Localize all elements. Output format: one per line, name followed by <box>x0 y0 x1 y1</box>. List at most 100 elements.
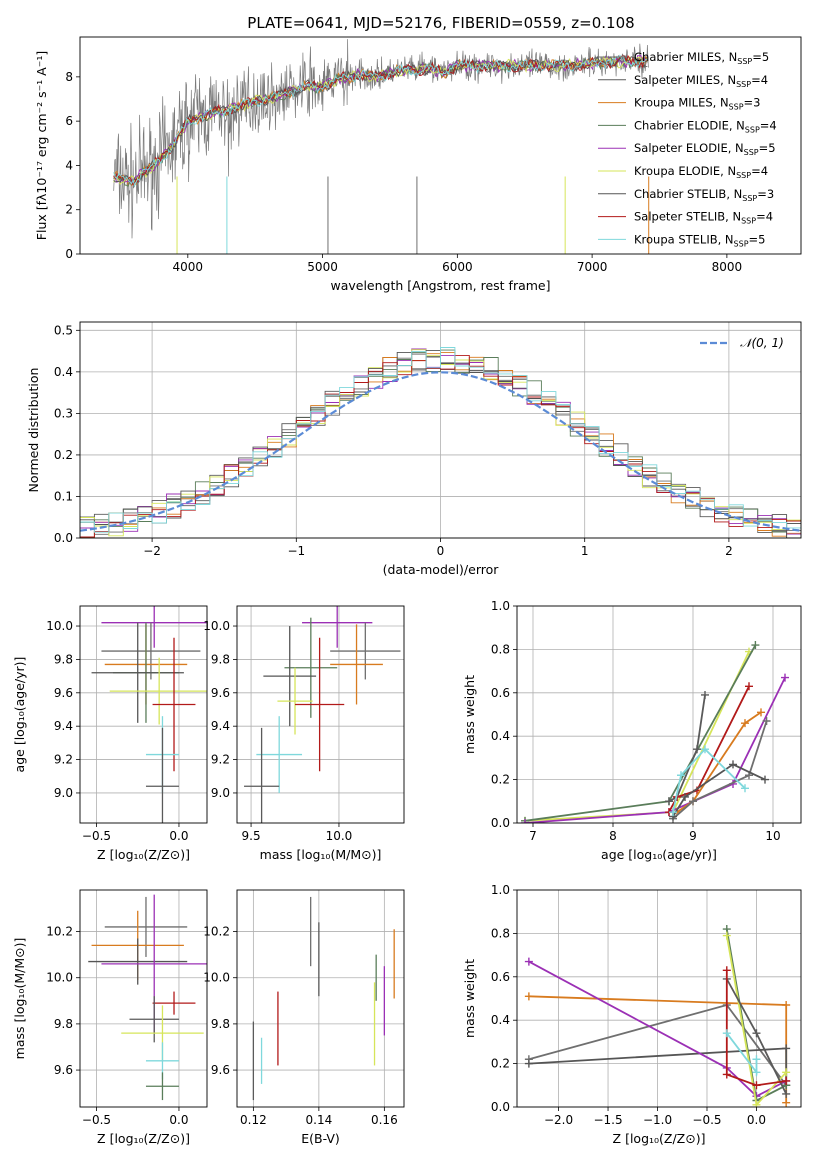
mass-weight-marker <box>701 690 709 699</box>
mass_vs_Z-axes: −0.5 0.0 9.6 9.8 10.0 10.2 Z [log₁₀(Z/Z⊙)] mass… <box>12 890 207 1146</box>
x-tick-label: 8000 <box>712 260 743 274</box>
y-tick-label: 0.0 <box>491 816 510 830</box>
x-tick-label: −1.0 <box>643 1113 672 1127</box>
y-tick-label: 9.8 <box>211 652 230 666</box>
mass-weight-series <box>521 641 760 823</box>
legend-ssp-count: =3 <box>744 96 761 110</box>
errorbar-point <box>302 606 373 648</box>
y-tick-label: 10.2 <box>46 925 73 939</box>
legend-label: Kroupa STELIB, NSSP=5 <box>634 232 765 248</box>
x-tick-label: 7000 <box>577 260 608 274</box>
mass-weight-marker <box>752 1029 761 1038</box>
y-tick-label: 6 <box>65 114 73 128</box>
mass-weight-line <box>524 677 786 823</box>
y-tick-label: 9.0 <box>211 786 230 800</box>
mass-weight-marker <box>752 1055 761 1064</box>
y-tick-label: 9.4 <box>211 719 230 733</box>
legend-label: Kroupa ELODIE, NSSP=4 <box>634 164 768 180</box>
y-tick-label: 0.2 <box>491 773 510 787</box>
errorbar-point <box>101 622 201 680</box>
y-tick-label: 0.2 <box>491 1057 510 1071</box>
y-tick-label: 0.5 <box>54 323 73 337</box>
x-tick-label: 9.5 <box>242 829 261 843</box>
mass-weight-marker <box>782 1098 791 1107</box>
mass-weight-marker <box>722 1070 731 1079</box>
age_vs_mass-axes: 9.5 10.0 9.0 9.2 9.4 9.6 9.8 10.0 mass [log₁₀(M/… <box>203 606 404 862</box>
mass-weight-marker <box>689 797 697 806</box>
x-tick-label: 0.12 <box>240 1113 267 1127</box>
errorbar-point <box>284 617 338 718</box>
y-tick-label: 9.0 <box>54 786 73 800</box>
x-tick-label: 0.0 <box>169 1113 188 1127</box>
mass-weight-series <box>722 966 791 1090</box>
legend-model-name: Kroupa ELODIE, N <box>634 164 736 178</box>
x-tick-label: −1 <box>287 544 305 558</box>
errorbar-point <box>109 657 207 725</box>
legend-ssp-count: =5 <box>759 141 776 155</box>
y-tick-label: 9.6 <box>211 1063 230 1077</box>
x-tick-label: −2 <box>143 544 161 558</box>
x-tick-label: 10.0 <box>326 829 353 843</box>
errorbar-point <box>91 622 184 723</box>
x-tick-label: 0.0 <box>169 829 188 843</box>
mass-weight-marker <box>521 819 529 823</box>
spectrum-model-line <box>113 54 648 185</box>
mass-weight-marker <box>677 771 685 780</box>
legend-model-name: Salpeter STELIB, N <box>634 210 741 224</box>
x-tick-label: 10 <box>765 829 780 843</box>
mass-weight-marker <box>669 808 677 817</box>
y-tick-label: 1.0 <box>491 599 510 613</box>
y-tick-label: 0.4 <box>54 365 73 379</box>
errorbar-point <box>104 896 188 957</box>
legend-ssp-count: =4 <box>751 73 768 87</box>
y-axis-label: mass weight <box>462 959 477 1038</box>
mass-weight-series <box>669 745 749 817</box>
y-tick-label: 9.8 <box>54 1017 73 1031</box>
y-tick-label: 1.0 <box>491 883 510 897</box>
y-tick-label: 10.0 <box>203 619 230 633</box>
mass-weight-marker <box>693 745 701 754</box>
x-axis-label: Z [log₁₀(Z/Z⊙)] <box>97 847 190 862</box>
legend-label: Salpeter ELODIE, NSSP=5 <box>634 141 776 157</box>
mass-weight-marker <box>782 1076 791 1085</box>
spectrum-axes: 4000 5000 6000 7000 8000 0 2 4 6 8 wavelength [Ang… <box>34 51 742 293</box>
mass-weight-marker <box>722 1029 731 1038</box>
y-tick-label: 0.1 <box>54 489 73 503</box>
x-tick-label: 0.0 <box>747 1113 766 1127</box>
x-tick-label: −1.5 <box>593 1113 622 1127</box>
mass-weight-marker <box>751 641 760 650</box>
x-axis-label: wavelength [Angstrom, rest frame] <box>330 278 550 293</box>
gaussian-curve <box>80 371 801 532</box>
errorbar-point <box>145 1072 179 1101</box>
spectrum-model-line <box>113 54 648 186</box>
residual-histogram <box>80 347 801 538</box>
y-tick-label: 8 <box>65 70 73 84</box>
y-tick-label: 0.4 <box>491 1013 510 1027</box>
mass-weight-line <box>672 720 768 820</box>
mass-weight-marker <box>701 745 709 754</box>
x-axis-label: Z [log₁₀(Z/Z⊙)] <box>613 1131 706 1146</box>
y-tick-label: 9.2 <box>54 753 73 767</box>
y-tick-label: 0.4 <box>491 729 510 743</box>
errorbar-point <box>244 727 280 823</box>
mass-weight-marker <box>665 797 673 806</box>
legend-model-name: Salpeter ELODIE, N <box>634 141 744 155</box>
spectrum-model-line <box>113 54 648 188</box>
age_vs_mass-frame <box>236 605 405 824</box>
mass-weight-marker <box>762 717 771 726</box>
x-tick-label: 0.14 <box>306 1113 333 1127</box>
x-tick-label: 8 <box>609 829 617 843</box>
legend-model-name: Chabrier ELODIE, N <box>634 118 745 132</box>
legend-ssp-count: =3 <box>757 187 774 201</box>
y-tick-label: 10.2 <box>203 925 230 939</box>
legend-label: Salpeter STELIB, NSSP=4 <box>634 210 773 226</box>
mass-weight-marker <box>745 682 753 691</box>
y-tick-label: 9.2 <box>211 753 230 767</box>
y-tick-label: 0.6 <box>491 970 510 984</box>
y-axis-label: mass weight <box>462 675 477 754</box>
y-tick-label: 0.2 <box>54 448 73 462</box>
y-tick-label: 10.0 <box>203 971 230 985</box>
y-tick-label: 9.6 <box>211 686 230 700</box>
x-tick-label: 7 <box>529 829 537 843</box>
